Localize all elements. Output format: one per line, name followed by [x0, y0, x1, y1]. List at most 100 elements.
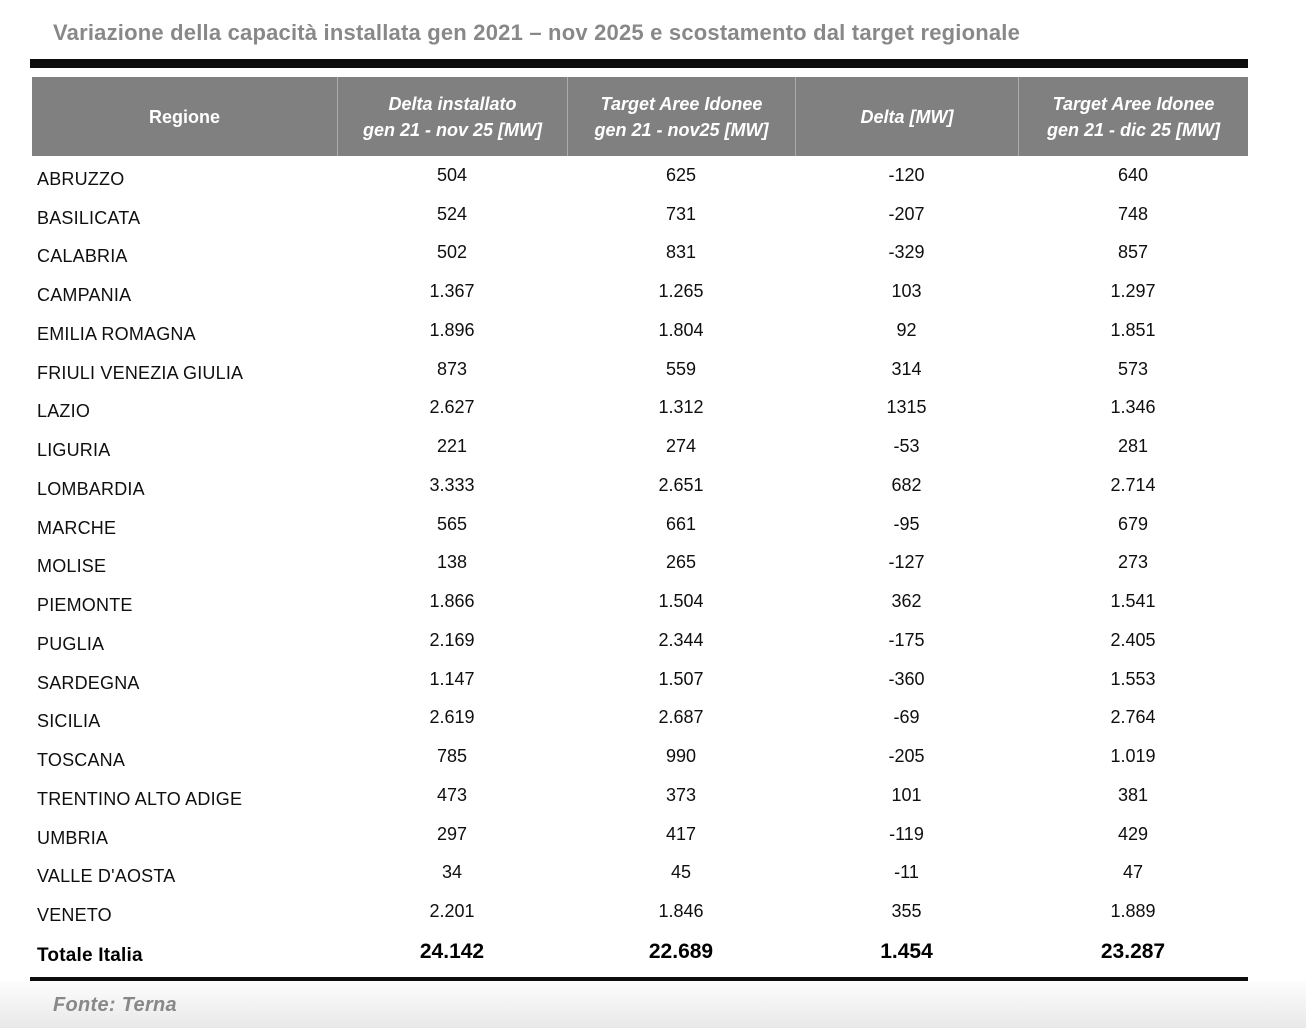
value-cell: 682	[891, 474, 922, 495]
region-name: LAZIO	[37, 401, 91, 422]
value-cell: 355	[891, 901, 922, 922]
value-cell: -329	[888, 242, 925, 263]
header-delta-mw: Delta [MW]	[795, 77, 1018, 156]
table-row: EMILIA ROMAGNA 1.896 1.804 92 1.851	[32, 315, 1248, 354]
value-cell: 1.553	[1110, 668, 1156, 689]
value-cell: 1.019	[1110, 746, 1156, 767]
value-cell: 2.764	[1110, 707, 1156, 728]
region-name: MOLISE	[37, 556, 107, 577]
value-cell: 2.619	[429, 707, 475, 728]
table-row: MARCHE 565 661 -95 679	[32, 509, 1248, 548]
value-cell: 785	[436, 746, 468, 767]
total-row: Totale Italia 24.142 22.689 1.454 23.287	[32, 935, 1248, 977]
total-value-cell: 22.689	[648, 940, 714, 963]
value-cell: 565	[436, 513, 468, 534]
value-cell: 1.312	[658, 397, 704, 418]
value-cell: 34	[441, 862, 463, 883]
value-cell: 1315	[886, 397, 927, 418]
table-row: SICILIA 2.619 2.687 -69 2.764	[32, 703, 1248, 742]
value-cell: 1.541	[1110, 591, 1156, 612]
value-cell: 731	[665, 203, 697, 224]
value-cell: 573	[1117, 358, 1149, 379]
table-row: UMBRIA 297 417 -119 429	[32, 819, 1248, 858]
region-name: VALLE D'AOSTA	[37, 866, 176, 887]
value-cell: 2.405	[1110, 629, 1156, 650]
bottom-rule	[30, 977, 1248, 981]
region-name: VENETO	[37, 905, 112, 926]
value-cell: 1.346	[1110, 397, 1156, 418]
header-line: Regione	[148, 106, 220, 127]
value-cell: 873	[436, 358, 468, 379]
value-cell: -175	[888, 629, 925, 650]
value-cell: 2.201	[429, 901, 475, 922]
header-line: gen 21 - nov25 [MW]	[594, 119, 769, 140]
value-cell: -69	[893, 707, 920, 728]
value-cell: 45	[670, 862, 692, 883]
value-cell: -207	[888, 203, 925, 224]
table-row: BASILICATA 524 731 -207 748	[32, 199, 1248, 238]
total-value-cell: 23.287	[1100, 940, 1166, 963]
value-cell: 138	[436, 552, 468, 573]
table-row: TOSCANA 785 990 -205 1.019	[32, 741, 1248, 780]
value-cell: -11	[894, 862, 919, 883]
header-line: Target Aree Idonee	[1052, 93, 1215, 114]
value-cell: 281	[1117, 436, 1149, 457]
table-row: CAMPANIA 1.367 1.265 103 1.297	[32, 276, 1248, 315]
header-delta-installato: Delta installato gen 21 - nov 25 [MW]	[337, 77, 567, 156]
value-cell: -205	[888, 746, 925, 767]
value-cell: 3.333	[429, 474, 475, 495]
source-note: Fonte: Terna	[53, 993, 177, 1016]
value-cell: 559	[665, 358, 697, 379]
value-cell: 679	[1117, 513, 1149, 534]
total-value-cell: 1.454	[880, 940, 933, 963]
region-name: PUGLIA	[37, 633, 105, 654]
table-row: LAZIO 2.627 1.312 1315 1.346	[32, 393, 1248, 432]
table-row: MOLISE 138 265 -127 273	[32, 548, 1248, 587]
table-row: VALLE D'AOSTA 34 45 -11 47	[32, 858, 1248, 897]
region-name: CAMPANIA	[37, 285, 132, 306]
region-name: CALABRIA	[37, 246, 128, 267]
value-cell: 504	[436, 164, 468, 185]
value-cell: 103	[891, 281, 922, 302]
value-cell: 831	[665, 242, 697, 263]
header-line: Target Aree Idonee	[600, 93, 763, 114]
value-cell: -95	[893, 513, 920, 534]
value-cell: -53	[893, 436, 920, 457]
footer: Fonte: Terna	[0, 981, 1306, 1028]
value-cell: -120	[888, 164, 925, 185]
region-name: LOMBARDIA	[37, 478, 145, 499]
header-line: Delta installato	[388, 93, 517, 114]
value-cell: 362	[891, 591, 922, 612]
value-cell: 381	[1117, 784, 1149, 805]
value-cell: 473	[436, 784, 468, 805]
value-cell: 1.851	[1110, 319, 1156, 340]
total-label: Totale Italia	[37, 945, 143, 966]
value-cell: 857	[1117, 242, 1149, 263]
value-cell: 640	[1117, 164, 1149, 185]
region-name: UMBRIA	[37, 827, 109, 848]
value-cell: 429	[1117, 823, 1149, 844]
table-row: ABRUZZO 504 625 -120 640	[32, 160, 1248, 199]
region-name: FRIULI VENEZIA GIULIA	[37, 362, 244, 383]
table-row: PIEMONTE 1.866 1.504 362 1.541	[32, 586, 1248, 625]
value-cell: 274	[665, 436, 697, 457]
value-cell: -119	[889, 823, 924, 844]
value-cell: 273	[1117, 552, 1149, 573]
value-cell: 92	[896, 319, 917, 340]
value-cell: 417	[665, 823, 697, 844]
value-cell: 47	[1122, 862, 1144, 883]
top-rule	[30, 59, 1248, 68]
total-value-cell: 24.142	[419, 940, 485, 963]
value-cell: 1.265	[658, 281, 704, 302]
value-cell: 748	[1117, 203, 1149, 224]
header-line: gen 21 - dic 25 [MW]	[1046, 119, 1221, 140]
value-cell: 990	[665, 746, 697, 767]
table-row: TRENTINO ALTO ADIGE 473 373 101 381	[32, 780, 1248, 819]
value-cell: 297	[436, 823, 468, 844]
header-target-dic25: Target Aree Idonee gen 21 - dic 25 [MW]	[1018, 77, 1248, 156]
region-name: BASILICATA	[37, 207, 141, 228]
value-cell: 314	[891, 358, 922, 379]
value-cell: 221	[436, 436, 468, 457]
value-cell: 625	[665, 164, 697, 185]
